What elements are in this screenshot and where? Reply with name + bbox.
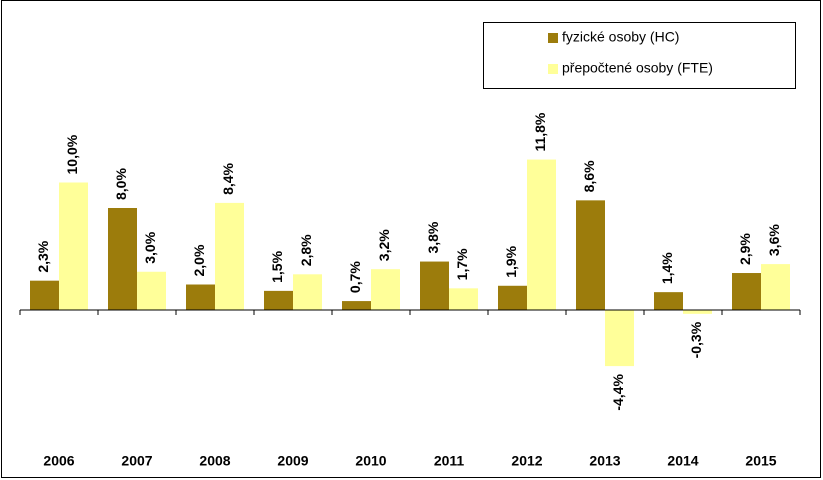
legend: fyzické osoby (HC) přepočtené osoby (FTE) — [483, 22, 796, 89]
value-label: 8,4% — [220, 162, 236, 194]
value-label: 8,0% — [113, 168, 129, 200]
x-tick-label: 2009 — [277, 453, 308, 469]
value-label: 1,7% — [454, 248, 470, 280]
bar — [342, 301, 371, 310]
x-tick-label: 2013 — [589, 453, 620, 469]
value-label: 2,0% — [191, 244, 207, 276]
bar — [527, 159, 556, 310]
value-label: 3,0% — [142, 231, 158, 263]
bar — [761, 264, 790, 310]
value-label: 8,6% — [581, 160, 597, 192]
value-label: 1,9% — [503, 245, 519, 277]
bar — [732, 273, 761, 310]
value-label: 2,9% — [737, 233, 753, 265]
x-tick-label: 2008 — [199, 453, 230, 469]
bar — [449, 288, 478, 310]
x-tick-label: 2014 — [667, 453, 698, 469]
value-label: 3,2% — [376, 229, 392, 261]
value-label: 2,8% — [298, 234, 314, 266]
x-tick-label: 2015 — [745, 453, 776, 469]
bar — [420, 261, 449, 310]
bar — [371, 269, 400, 310]
bar — [498, 285, 527, 310]
value-label: -4,4% — [610, 374, 626, 411]
bar — [30, 280, 59, 310]
bar — [137, 271, 166, 310]
bar — [683, 310, 712, 314]
value-label: 3,8% — [425, 221, 441, 253]
x-tick-label: 2006 — [43, 453, 74, 469]
x-tick-label: 2011 — [434, 453, 465, 469]
bar — [605, 310, 634, 367]
value-label: 0,7% — [347, 261, 363, 293]
bar — [186, 284, 215, 310]
legend-box — [483, 22, 796, 89]
legend-label: přepočtené osoby (FTE) — [562, 60, 713, 76]
x-tick-label: 2010 — [355, 453, 386, 469]
bar — [108, 208, 137, 310]
legend-label: fyzické osoby (HC) — [562, 29, 679, 45]
bar — [215, 202, 244, 310]
legend-swatch — [548, 64, 558, 74]
x-tick-label: 2012 — [511, 453, 542, 469]
value-label: 3,6% — [766, 224, 782, 256]
bar — [293, 274, 322, 310]
bar — [576, 200, 605, 310]
bar — [654, 292, 683, 310]
legend-swatch — [548, 33, 558, 43]
bar — [264, 290, 293, 310]
value-label: 1,4% — [659, 252, 675, 284]
value-label: 2,3% — [35, 240, 51, 272]
value-label: 11,8% — [532, 112, 548, 151]
x-tick-label: 2007 — [121, 453, 152, 469]
value-label: 1,5% — [269, 250, 285, 282]
value-label: -0,3% — [688, 321, 704, 358]
value-label: 10,0% — [64, 134, 80, 174]
bar — [59, 182, 88, 310]
